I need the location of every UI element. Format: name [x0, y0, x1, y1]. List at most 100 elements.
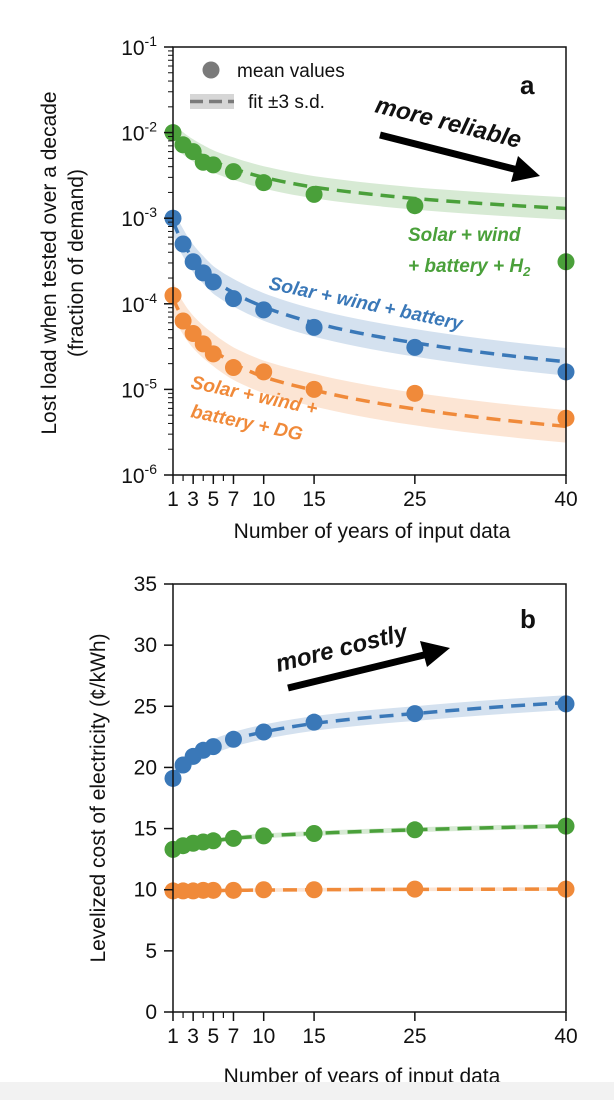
legend-mean-marker	[202, 61, 220, 79]
panel-b-point-green	[204, 832, 222, 850]
legend-fit-label: fit ±3 s.d.	[248, 92, 325, 113]
panel-a-xtick-label: 3	[187, 488, 199, 511]
panel-b-band-blue	[173, 695, 566, 784]
panel-b-xtick-label: 1	[167, 1025, 179, 1048]
panel-b-point-orange	[305, 881, 323, 899]
panel-a-plot-area	[164, 123, 575, 443]
panel-a-xlabel: Number of years of input data	[234, 520, 511, 543]
panel-a-frame	[172, 46, 567, 476]
panel-a-xtick-label: 25	[403, 488, 426, 511]
panel-b-xtick-label: 25	[403, 1025, 426, 1048]
panel-a-legend: mean values fit ±3 s.d.	[190, 61, 345, 113]
panel-b-point-orange	[406, 880, 424, 898]
more-reliable-label: more reliable	[373, 92, 525, 154]
panel-b-fit-green	[172, 824, 567, 851]
panel-b-xtick-label: 5	[207, 1025, 219, 1048]
more-costly-label: more costly	[273, 619, 412, 678]
panel-a-point-blue	[255, 301, 273, 319]
panel-b-point-blue	[305, 713, 323, 731]
panel-b-frame	[172, 583, 567, 1013]
panel-b-ytick-label: 15	[134, 818, 157, 841]
panel-a-xtick-label: 40	[554, 488, 577, 511]
panel-b-xtick-label: 7	[228, 1025, 240, 1048]
panel-a-point-green	[406, 197, 424, 215]
panel-b-point-orange	[224, 881, 242, 899]
panel-a-point-green	[224, 163, 242, 181]
more-reliable-annotation: more reliable	[373, 92, 540, 182]
panel-b-ytick-label: 0	[145, 1001, 157, 1024]
panel-a-point-green	[305, 185, 323, 203]
panel-a-ytick-label: 10-5	[121, 375, 157, 402]
panel-a-axes: 10-6 10-5 10-4 10-3 10-2 10-1 1 3 5 7 10 15 25 40	[121, 33, 577, 511]
panel-b-fit-blue	[171, 700, 567, 777]
panel-a-xtick-label: 5	[207, 488, 219, 511]
panel-a-xtick-label: 7	[228, 488, 240, 511]
panel-b-plot-area	[164, 695, 575, 900]
panel-b-xtick-label: 10	[252, 1025, 275, 1048]
panel-b-xtick-label: 40	[554, 1025, 577, 1048]
more-reliable-arrow-shaft	[379, 131, 519, 174]
panel-a-point-blue	[406, 338, 424, 356]
panel-b-point-green	[255, 827, 273, 845]
panel-b-ytick-label: 25	[134, 695, 157, 718]
panel-b-ytick-label: 20	[134, 756, 157, 779]
more-costly-arrow-shaft	[287, 650, 429, 692]
panel-a-point-blue	[305, 318, 323, 336]
panel-a-ytick-label: 10-2	[121, 119, 157, 146]
panel-a-ytick-label: 10-3	[121, 204, 157, 231]
panel-a-point-green	[204, 156, 222, 174]
panel-b-xtick-label: 3	[187, 1025, 199, 1048]
panel-a-band-green	[173, 123, 566, 220]
panel-a-ylabel-line2: (fraction of demand)	[65, 169, 88, 357]
panel-b-ytick-label: 10	[134, 879, 157, 902]
panel-a-ytick-label: 10-6	[121, 461, 157, 488]
panel-a-point-orange	[406, 384, 424, 402]
panel-a-ytick-label: 10-1	[121, 33, 157, 60]
panel-a-point-blue	[184, 253, 202, 271]
panel-a-xtick-label: 10	[252, 488, 275, 511]
panel-a-point-orange	[305, 380, 323, 398]
panel-b-point-blue	[204, 738, 222, 756]
panel-b-point-blue	[406, 705, 424, 723]
more-reliable-arrowhead-icon	[511, 156, 540, 182]
panel-b-xtick-label: 15	[302, 1025, 325, 1048]
panel-b-point-blue	[255, 723, 273, 741]
panel-b-point-green	[224, 829, 242, 847]
panel-a-point-blue	[204, 273, 222, 291]
panel-a-point-blue	[224, 290, 242, 308]
panel-a-ylabel-line1: Lost load when tested over a decade	[38, 91, 61, 434]
panel-a-point-green	[184, 143, 202, 161]
panel-a-point-orange	[204, 345, 222, 363]
more-costly-annotation: more costly	[273, 619, 450, 692]
bottom-strip	[0, 1082, 614, 1100]
panel-a-point-orange	[255, 363, 273, 381]
label-green-line2-main: + battery + H	[408, 256, 524, 277]
panel-b-point-green	[406, 821, 424, 839]
panel-a-letter: a	[520, 70, 535, 100]
panel-a-xtick-label: 15	[302, 488, 325, 511]
panel-a-ytick-label: 10-4	[121, 290, 157, 317]
panel-a-point-orange	[224, 359, 242, 377]
panel-b-ytick-label: 35	[134, 573, 157, 596]
panel-b-fit-orange	[172, 887, 567, 894]
panel-b-point-blue	[224, 730, 242, 748]
panel-a-band-orange	[173, 280, 566, 443]
panel-b-point-green	[305, 824, 323, 842]
panel-b-letter: b	[520, 604, 536, 634]
panel-b-ytick-label: 30	[134, 634, 157, 657]
panel-a: 10-6 10-5 10-4 10-3 10-2 10-1 1 3 5 7 10 15 25 40 a m…	[38, 33, 578, 543]
panel-b-point-orange	[255, 881, 273, 899]
label-green-sub: 2	[522, 264, 531, 279]
legend-mean-label: mean values	[237, 61, 345, 82]
panel-b-point-orange	[204, 881, 222, 899]
label-green-line1: Solar + wind	[408, 225, 521, 246]
panel-a-point-green	[255, 174, 273, 192]
panel-b-ytick-label: 5	[145, 940, 157, 963]
panel-a-point-blue	[174, 235, 192, 253]
panel-a-point-orange	[174, 312, 192, 330]
panel-b-band-green	[173, 823, 566, 852]
